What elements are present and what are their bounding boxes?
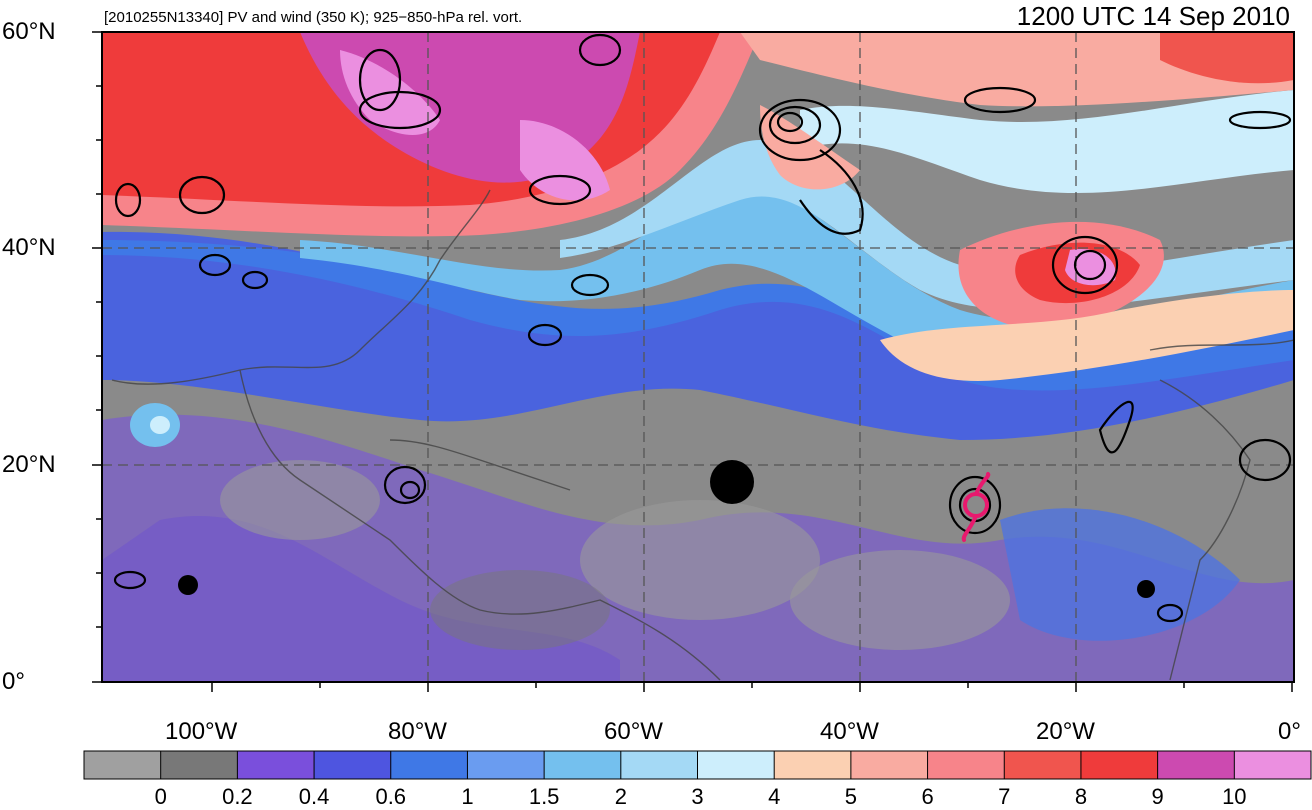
colorbar-swatch xyxy=(774,751,852,779)
colorbar-tick-label: 3 xyxy=(691,784,704,809)
lon-label-100w: 100°W xyxy=(165,718,238,745)
colorbar-swatch xyxy=(697,751,775,779)
lat-label-0: 0° xyxy=(2,668,25,695)
colorbar-swatch xyxy=(237,751,315,779)
colorbar-tick-label: 0.2 xyxy=(222,784,253,809)
colorbar-swatch xyxy=(390,751,468,779)
colorbar-swatch xyxy=(1234,751,1312,779)
colorbar-swatch xyxy=(314,751,392,779)
valid-time: 1200 UTC 14 Sep 2010 xyxy=(1016,1,1290,31)
colorbar-tick-label: 2 xyxy=(614,784,627,809)
colorbar-tick-label: 8 xyxy=(1074,784,1088,809)
colorbar-tick-label: 6 xyxy=(921,784,934,809)
colorbar-tick-label: 7 xyxy=(998,784,1011,809)
tropical-cyclone-icon xyxy=(961,472,991,542)
colorbar-tick-label: 5 xyxy=(844,784,857,809)
colorbar-tick-label: 0 xyxy=(154,784,167,809)
graticule xyxy=(102,32,1294,682)
colorbar-swatch xyxy=(467,751,545,779)
colorbar-tick-label: 10 xyxy=(1222,784,1247,809)
lon-label-40w: 40°W xyxy=(820,718,879,745)
colorbar-tick-label: 4 xyxy=(768,784,781,809)
colorbar-swatch xyxy=(927,751,1005,779)
colorbar-swatch xyxy=(1157,751,1235,779)
colorbar-tick-label: 9 xyxy=(1151,784,1164,809)
map-frame xyxy=(101,31,1295,683)
colorbar-tick-label: 0.6 xyxy=(375,784,407,809)
lat-ticks xyxy=(92,31,102,683)
colorbar xyxy=(83,750,1312,780)
lon-label-20w: 20°W xyxy=(1036,718,1095,745)
lon-ticks xyxy=(211,682,1293,692)
colorbar-swatch xyxy=(850,751,929,779)
colorbar-swatch xyxy=(1080,751,1159,779)
colorbar-swatch xyxy=(160,751,238,779)
colorbar-tick-label: 0.4 xyxy=(298,784,330,809)
vorticity-contours xyxy=(113,33,1292,623)
colorbar-tick-label: 1.5 xyxy=(528,784,560,809)
lon-label-0: 0° xyxy=(1278,718,1301,745)
coastlines xyxy=(111,189,1294,681)
colorbar-swatch xyxy=(1004,751,1082,779)
colorbar-swatch xyxy=(544,751,622,779)
colorbar-tick-label: 1 xyxy=(461,784,474,809)
lat-label-40n: 40°N xyxy=(2,234,56,261)
lon-label-80w: 80°W xyxy=(388,718,447,745)
lat-label-60n: 60°N xyxy=(2,18,56,45)
lon-label-60w: 60°W xyxy=(604,718,663,745)
lat-label-20n: 20°N xyxy=(2,451,56,478)
pv-field xyxy=(102,32,1294,682)
colorbar-swatch xyxy=(620,751,698,779)
vorticity-maxima xyxy=(178,460,1155,598)
colorbar-swatch xyxy=(84,751,162,779)
map-title: [2010255N13340] PV and wind (350 K); 925… xyxy=(104,9,523,26)
